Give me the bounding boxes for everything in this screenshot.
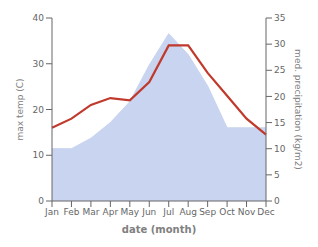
svg-text:10: 10 (33, 150, 45, 160)
svg-text:May: May (121, 207, 140, 217)
svg-text:25: 25 (274, 65, 285, 75)
svg-text:Dec: Dec (257, 207, 274, 217)
svg-text:10: 10 (274, 144, 286, 154)
svg-text:med. precipitation (kg/m2): med. precipitation (kg/m2) (293, 49, 303, 170)
svg-text:15: 15 (274, 118, 285, 128)
svg-text:40: 40 (33, 13, 45, 23)
svg-text:Jan: Jan (44, 207, 59, 217)
svg-text:Jun: Jun (141, 207, 156, 217)
svg-text:date (month): date (month) (122, 224, 196, 235)
svg-text:20: 20 (274, 92, 286, 102)
svg-text:30: 30 (33, 59, 45, 69)
svg-text:Mar: Mar (82, 207, 99, 217)
svg-text:Apr: Apr (103, 207, 119, 217)
svg-text:30: 30 (274, 39, 286, 49)
svg-text:20: 20 (33, 105, 45, 115)
svg-text:0: 0 (38, 196, 44, 206)
svg-text:35: 35 (274, 13, 285, 23)
svg-text:Aug: Aug (179, 207, 197, 217)
svg-text:0: 0 (274, 196, 280, 206)
svg-text:max temp (C): max temp (C) (15, 78, 25, 140)
svg-text:Nov: Nov (238, 207, 256, 217)
svg-text:Oct: Oct (219, 207, 235, 217)
svg-text:Sep: Sep (199, 207, 216, 217)
svg-text:5: 5 (274, 170, 280, 180)
svg-text:Feb: Feb (63, 207, 79, 217)
svg-text:Jul: Jul (162, 207, 174, 217)
